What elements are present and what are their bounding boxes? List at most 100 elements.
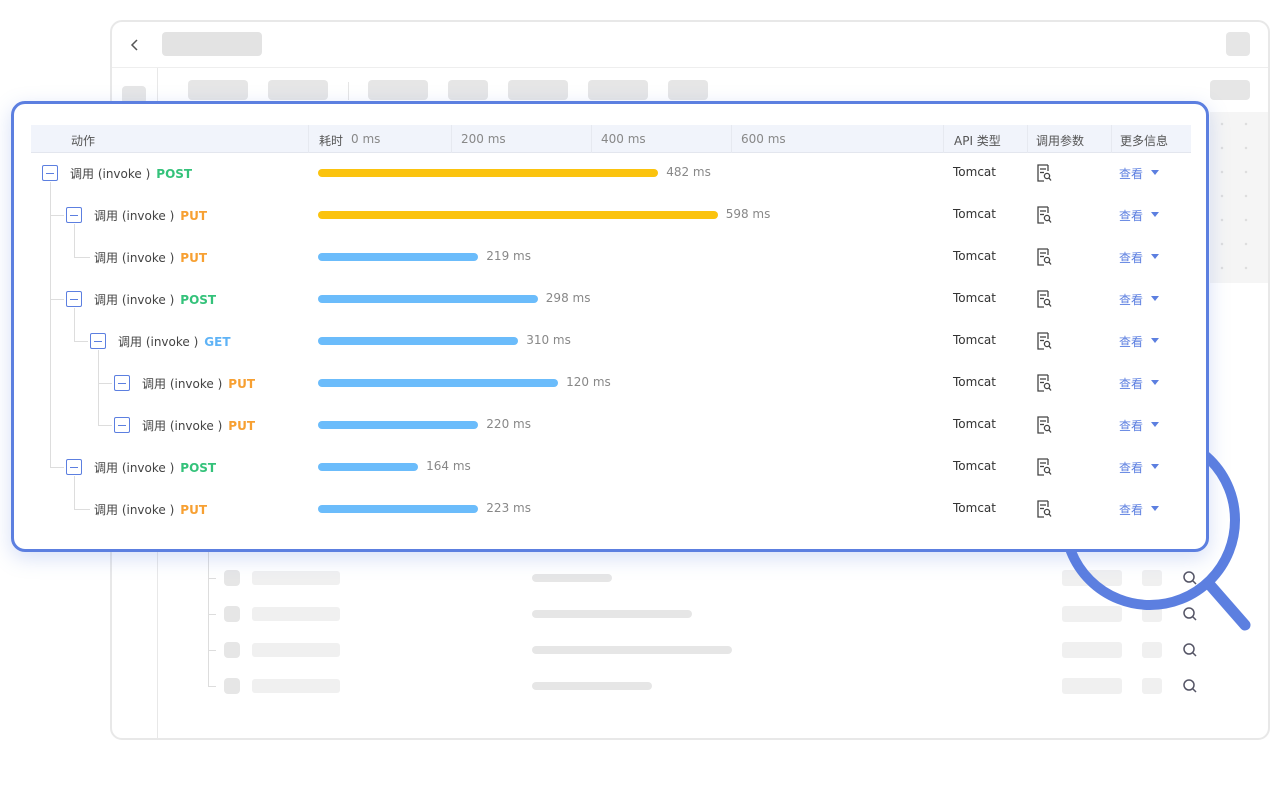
chevron-left-icon[interactable] (128, 38, 142, 52)
view-more-dropdown[interactable]: 查看 (1119, 333, 1159, 350)
sidebar-placeholder (122, 86, 146, 104)
skeleton-text (252, 643, 340, 657)
row-label: 调用 (invoke ) (70, 167, 151, 181)
collapse-toggle-icon[interactable] (114, 417, 130, 433)
skeleton-text (252, 679, 340, 693)
view-more-dropdown[interactable]: 查看 (1119, 417, 1159, 434)
table-row[interactable]: 调用 (invoke ) POST 482 ms Tomcat 查看 (14, 164, 1204, 215)
row-label: 调用 (invoke ) (118, 335, 199, 349)
table-row[interactable]: 调用 (invoke ) GET 310 ms Tomcat 查看 (14, 332, 1204, 383)
document-search-icon[interactable] (1036, 374, 1052, 392)
collapse-toggle-icon[interactable] (66, 291, 82, 307)
collapse-toggle-icon[interactable] (66, 207, 82, 223)
toolbar-placeholder[interactable] (268, 80, 328, 100)
collapse-toggle-icon[interactable] (90, 333, 106, 349)
http-method: PUT (180, 503, 208, 517)
collapse-toggle-icon[interactable] (114, 375, 130, 391)
skeleton-checkbox (224, 570, 240, 586)
api-type: Tomcat (953, 375, 996, 389)
http-method: POST (180, 293, 217, 307)
document-search-icon[interactable] (1036, 416, 1052, 434)
duration-bar (318, 379, 559, 387)
window-button-placeholder[interactable] (1226, 32, 1250, 56)
collapse-toggle-icon[interactable] (66, 459, 82, 475)
skeleton-text (1062, 606, 1122, 622)
api-type: Tomcat (953, 333, 996, 347)
document-search-icon[interactable] (1036, 332, 1052, 350)
row-label: 调用 (invoke ) (94, 251, 175, 265)
axis-tick: 0 ms (351, 132, 381, 146)
axis-tick: 200 ms (461, 132, 506, 146)
toolbar-placeholder[interactable] (588, 80, 648, 100)
axis-tick: 600 ms (741, 132, 786, 146)
duration-value: 310 ms (526, 333, 571, 347)
view-more-dropdown[interactable]: 查看 (1119, 207, 1159, 224)
api-type: Tomcat (953, 291, 996, 305)
toolbar-placeholder[interactable] (1210, 80, 1250, 100)
header-more: 更多信息 (1120, 134, 1169, 148)
skeleton-checkbox (224, 678, 240, 694)
row-label: 调用 (invoke ) (94, 209, 175, 223)
skeleton-text (1142, 606, 1162, 622)
document-search-icon[interactable] (1036, 248, 1052, 266)
view-more-dropdown[interactable]: 查看 (1119, 501, 1159, 518)
header-api-type: API 类型 (954, 134, 1001, 148)
api-type: Tomcat (953, 501, 996, 515)
view-more-dropdown[interactable]: 查看 (1119, 375, 1159, 392)
search-icon[interactable] (1182, 678, 1198, 694)
document-search-icon[interactable] (1036, 164, 1052, 182)
duration-value: 219 ms (486, 249, 531, 263)
table-row[interactable]: 调用 (invoke ) PUT 598 ms Tomcat 查看 (14, 206, 1204, 257)
table-row[interactable]: 调用 (invoke ) PUT 219 ms Tomcat 查看 (14, 248, 1204, 299)
grid-placeholder (1210, 112, 1268, 283)
skeleton-checkbox (224, 606, 240, 622)
table-row[interactable]: 调用 (invoke ) PUT 120 ms Tomcat 查看 (14, 374, 1204, 425)
view-more-dropdown[interactable]: 查看 (1119, 459, 1159, 476)
duration-bar (318, 337, 519, 345)
view-more-dropdown[interactable]: 查看 (1119, 291, 1159, 308)
toolbar-placeholder[interactable] (668, 80, 708, 100)
row-label: 调用 (invoke ) (142, 377, 223, 391)
table-row[interactable]: 调用 (invoke ) PUT 220 ms Tomcat 查看 (14, 416, 1204, 467)
duration-value: 164 ms (426, 459, 471, 473)
search-icon[interactable] (1182, 606, 1198, 622)
table-header: 动作 耗时 0 ms 200 ms 400 ms 600 ms API 类型 调… (31, 125, 1191, 153)
view-more-dropdown[interactable]: 查看 (1119, 165, 1159, 182)
http-method: PUT (228, 377, 256, 391)
duration-bar (318, 253, 479, 261)
table-row[interactable]: 调用 (invoke ) PUT 223 ms Tomcat 查看 (14, 500, 1204, 551)
table-row[interactable]: 调用 (invoke ) POST 164 ms Tomcat 查看 (14, 458, 1204, 509)
document-search-icon[interactable] (1036, 500, 1052, 518)
skeleton-text (252, 571, 340, 585)
row-label: 调用 (invoke ) (94, 461, 175, 475)
toolbar-placeholder[interactable] (508, 80, 568, 100)
toolbar-placeholder[interactable] (448, 80, 488, 100)
api-type: Tomcat (953, 459, 996, 473)
table-row[interactable]: 调用 (invoke ) POST 298 ms Tomcat 查看 (14, 290, 1204, 341)
skeleton-text (1142, 678, 1162, 694)
skeleton-text (1062, 678, 1122, 694)
skeleton-bar (532, 646, 732, 654)
duration-value: 482 ms (666, 165, 711, 179)
duration-value: 220 ms (486, 417, 531, 431)
trace-table-card: 动作 耗时 0 ms 200 ms 400 ms 600 ms API 类型 调… (11, 101, 1209, 552)
http-method: PUT (180, 209, 208, 223)
row-label: 调用 (invoke ) (142, 419, 223, 433)
api-type: Tomcat (953, 207, 996, 221)
search-icon[interactable] (1182, 642, 1198, 658)
api-type: Tomcat (953, 417, 996, 431)
api-type: Tomcat (953, 249, 996, 263)
row-label: 调用 (invoke ) (94, 293, 175, 307)
search-icon[interactable] (1182, 570, 1198, 586)
skeleton-bar (532, 682, 652, 690)
toolbar-placeholder[interactable] (368, 80, 428, 100)
document-search-icon[interactable] (1036, 290, 1052, 308)
skeleton-checkbox (224, 642, 240, 658)
view-more-dropdown[interactable]: 查看 (1119, 249, 1159, 266)
duration-value: 598 ms (725, 207, 771, 221)
api-type: Tomcat (953, 165, 996, 179)
collapse-toggle-icon[interactable] (42, 165, 58, 181)
document-search-icon[interactable] (1036, 458, 1052, 476)
toolbar-placeholder[interactable] (188, 80, 248, 100)
document-search-icon[interactable] (1036, 206, 1052, 224)
